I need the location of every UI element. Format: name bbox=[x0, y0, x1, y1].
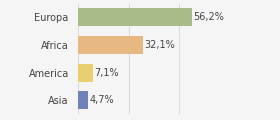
Text: 7,1%: 7,1% bbox=[94, 68, 119, 78]
Text: 32,1%: 32,1% bbox=[145, 40, 176, 50]
Bar bbox=[78, 8, 192, 26]
Bar bbox=[78, 64, 93, 82]
Bar bbox=[78, 91, 88, 109]
Bar bbox=[78, 36, 143, 54]
Text: 4,7%: 4,7% bbox=[90, 95, 114, 105]
Text: 56,2%: 56,2% bbox=[193, 12, 224, 22]
